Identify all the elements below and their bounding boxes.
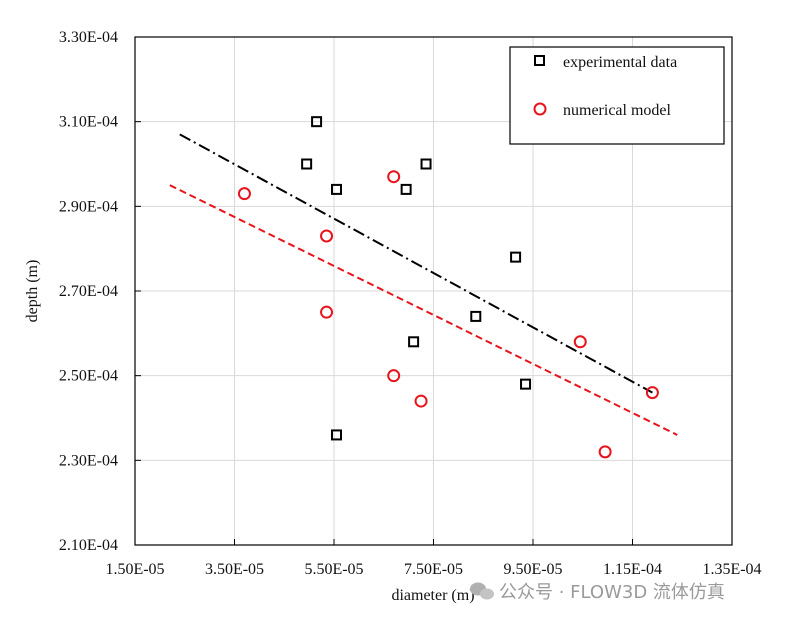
x-tick-labels: 1.50E-05 3.50E-05 5.50E-05 7.50E-05 9.50E-05… (105, 561, 761, 578)
experimental-point (400, 183, 412, 195)
y-tick-label: 2.90E-04 (59, 198, 118, 215)
numerical-point (387, 369, 401, 383)
x-axis-label: diameter (m) (391, 587, 474, 604)
x-tick-label: 1.15E-04 (603, 561, 662, 578)
x-tick-label: 7.50E-05 (404, 561, 463, 578)
y-tick-label: 3.10E-04 (59, 114, 118, 131)
legend-label-experimental: experimental data (563, 54, 677, 71)
trendline-numerical (169, 184, 678, 436)
legend-label-numerical: numerical model (563, 102, 672, 119)
x-tick-label: 9.50E-05 (503, 561, 562, 578)
y-tick-label: 2.70E-04 (59, 283, 118, 300)
y-axis-label: depth (m) (24, 260, 41, 323)
data-points (237, 116, 659, 459)
numerical-point (573, 335, 587, 349)
numerical-point (320, 229, 334, 243)
y-tick-label: 2.50E-04 (59, 368, 118, 385)
legend-box (509, 46, 725, 145)
legend-marker-experimental (534, 55, 545, 66)
x-tick-label: 1.35E-04 (702, 561, 761, 578)
watermark: 公众号 · FLOW3D 流体仿真 (470, 582, 725, 603)
trendlines (169, 133, 678, 436)
experimental-point (408, 336, 420, 348)
x-tick-label: 1.50E-05 (105, 561, 164, 578)
y-tick-labels: 2.10E-04 2.30E-04 2.50E-04 2.70E-04 2.90E-04… (59, 29, 118, 554)
numerical-point (320, 305, 334, 319)
experimental-point (330, 183, 342, 195)
numerical-point (237, 187, 251, 201)
experimental-point (301, 158, 313, 170)
numerical-point (598, 445, 612, 459)
trendline-experimental (179, 133, 653, 394)
wechat-icon (470, 582, 494, 600)
experimental-point (470, 310, 482, 322)
watermark-text: 公众号 · FLOW3D 流体仿真 (499, 582, 725, 603)
numerical-point (645, 386, 659, 400)
y-tick-label: 2.30E-04 (59, 452, 118, 469)
legend: experimental data numerical model (509, 46, 725, 145)
experimental-point (510, 251, 522, 263)
plot-area-border (134, 36, 733, 546)
y-tick-label: 3.30E-04 (59, 29, 118, 46)
experimental-point (520, 378, 532, 390)
y-tick-label: 2.10E-04 (59, 537, 118, 554)
numerical-point (414, 394, 428, 408)
legend-marker-numerical (533, 102, 547, 116)
x-tick-label: 5.50E-05 (304, 561, 363, 578)
experimental-point (311, 116, 323, 128)
experimental-point (420, 158, 432, 170)
x-tick-label: 3.50E-05 (205, 561, 264, 578)
experimental-point (330, 429, 342, 441)
numerical-point (387, 170, 401, 184)
